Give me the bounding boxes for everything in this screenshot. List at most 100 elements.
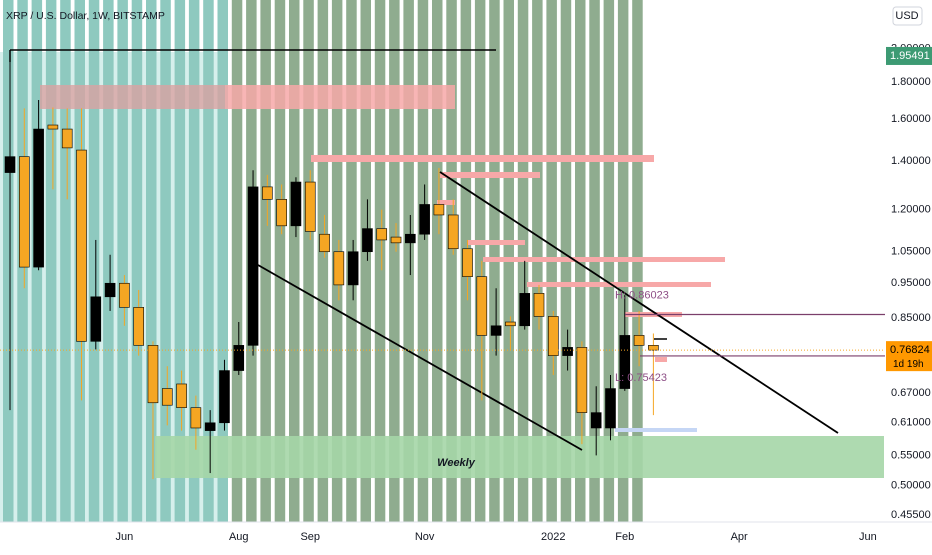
zone <box>437 200 455 205</box>
candle-body <box>605 388 616 429</box>
level-label: H: 0.86023 <box>615 289 669 301</box>
candle-body <box>190 407 202 429</box>
candle-body <box>290 181 302 227</box>
stripe <box>360 0 371 522</box>
stripe <box>146 0 157 522</box>
y-tick-label: 0.50000 <box>891 479 931 491</box>
y-tick-label: 1.20000 <box>891 204 931 216</box>
candle-body <box>4 156 16 173</box>
candle-body <box>276 199 287 227</box>
candle-body <box>104 282 116 298</box>
x-tick-label: Jun <box>859 531 877 543</box>
zone <box>527 282 711 287</box>
candle-body <box>590 412 602 429</box>
zone-label: Weekly <box>437 457 476 469</box>
currency-box <box>892 6 923 26</box>
candle-body <box>262 186 273 200</box>
candle-body <box>419 204 430 235</box>
stripe <box>389 0 400 522</box>
candle-body <box>462 248 473 277</box>
candle-body <box>376 228 388 241</box>
stripe <box>88 0 100 522</box>
stripe <box>3 0 14 522</box>
last-price-badge <box>886 341 932 372</box>
stripe <box>289 0 300 522</box>
y-tick-label: 0.55000 <box>891 449 931 461</box>
candle-body <box>619 335 631 389</box>
candle-body <box>47 124 59 130</box>
stripe <box>274 0 286 522</box>
level-label: L: 0.75423 <box>615 372 667 384</box>
y-tick-label: 0.61000 <box>891 417 931 429</box>
trendline <box>257 264 583 451</box>
candle-body <box>147 345 159 404</box>
stripe <box>474 0 486 522</box>
candle-body <box>548 316 559 356</box>
candle-body <box>576 347 588 413</box>
x-tick-label: Jun <box>116 531 134 543</box>
zone <box>483 257 725 262</box>
candle-body <box>247 186 259 346</box>
stripe <box>45 0 57 522</box>
stripe <box>103 0 114 522</box>
stripe <box>203 0 214 522</box>
candle-body <box>433 204 445 216</box>
candle-body <box>390 236 402 244</box>
x-tick-label: Feb <box>615 531 634 543</box>
x-tick-label: Nov <box>415 531 435 543</box>
zone <box>225 85 455 109</box>
stripe <box>174 0 186 522</box>
candles <box>4 59 659 480</box>
candle-body <box>90 296 102 342</box>
candle-body <box>505 321 516 327</box>
candle-body <box>119 282 130 308</box>
candle-body <box>447 214 459 250</box>
stripe <box>317 0 329 522</box>
stripe <box>260 0 271 522</box>
y-tick-label: 0.95000 <box>891 277 931 289</box>
price-badge-label: 1.95491 <box>890 50 930 62</box>
candle-body <box>519 293 531 327</box>
stripe <box>160 0 171 522</box>
candle-body <box>405 233 416 244</box>
candle-body <box>233 345 245 371</box>
candle-body <box>133 307 144 346</box>
drawings: Weekly <box>9 49 884 478</box>
stripe <box>403 0 414 522</box>
support-zone <box>155 436 884 478</box>
candle-body <box>19 156 30 268</box>
countdown: 1d 19h <box>893 359 924 370</box>
stripe <box>231 0 243 522</box>
y-tick-label: 0.67000 <box>891 387 931 399</box>
candle-body <box>562 347 573 356</box>
stripe <box>60 0 71 522</box>
price-axis <box>886 0 932 550</box>
candle-body <box>533 293 545 317</box>
candle-body <box>176 383 187 408</box>
candle-body <box>333 251 345 286</box>
candle-body <box>347 251 359 286</box>
candle-body <box>476 276 488 336</box>
candle-body <box>76 149 87 342</box>
x-tick-label: 2022 <box>541 531 565 543</box>
stripe <box>417 0 429 522</box>
x-tick-label: Apr <box>731 531 748 543</box>
currency[interactable]: USD <box>895 10 918 22</box>
x-tick-label: Sep <box>300 531 320 543</box>
stripe <box>131 0 143 522</box>
zone <box>615 428 697 432</box>
stripe <box>374 0 386 522</box>
candle-body <box>319 233 330 253</box>
x-tick-label: Aug <box>229 531 249 543</box>
zone <box>311 155 654 162</box>
zone <box>40 85 225 109</box>
zone <box>655 357 667 362</box>
candle-body <box>161 388 173 406</box>
stripe <box>117 0 128 522</box>
candle-body <box>362 228 373 253</box>
y-tick-label: 1.60000 <box>891 113 931 125</box>
y-tick-label: 0.45500 <box>891 509 931 521</box>
candle-body <box>61 128 73 149</box>
last-price-label: 0.76824 <box>890 344 930 356</box>
